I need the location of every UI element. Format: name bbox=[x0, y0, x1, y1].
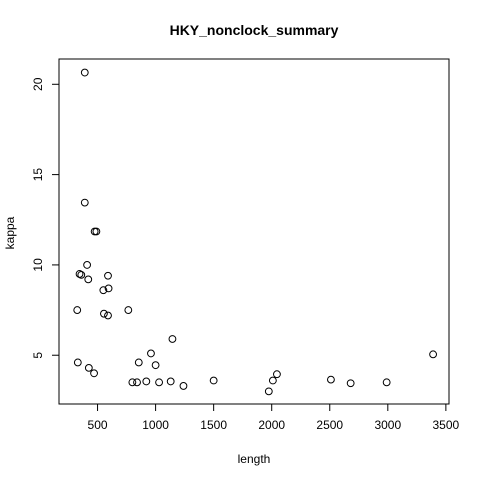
data-point bbox=[147, 349, 155, 358]
data-point bbox=[104, 311, 112, 320]
data-point bbox=[151, 361, 160, 370]
data-point bbox=[268, 376, 277, 385]
data-point bbox=[73, 306, 82, 314]
data-points bbox=[73, 68, 437, 396]
x-tick-label: 1500 bbox=[200, 418, 227, 432]
data-point bbox=[128, 378, 137, 387]
data-point bbox=[80, 68, 89, 77]
data-point bbox=[133, 378, 141, 387]
x-tick-label: 1000 bbox=[142, 418, 169, 432]
data-point bbox=[134, 358, 143, 367]
y-axis-label: kappa bbox=[3, 216, 17, 249]
data-point bbox=[84, 363, 93, 372]
data-point bbox=[179, 382, 188, 390]
data-point bbox=[429, 350, 437, 359]
x-tick-label: 2500 bbox=[316, 418, 343, 432]
x-tick-label: 3500 bbox=[433, 418, 460, 432]
x-axis: 500 1000 1500 2000 2500 3000 3500 bbox=[88, 403, 460, 432]
data-point bbox=[273, 370, 281, 379]
data-point bbox=[77, 270, 86, 279]
data-point bbox=[99, 286, 108, 295]
data-point bbox=[100, 309, 108, 318]
data-point bbox=[104, 284, 113, 293]
x-axis-label: length bbox=[238, 452, 271, 466]
y-tick-label: 5 bbox=[31, 352, 45, 359]
y-axis: 5 10 15 20 bbox=[31, 77, 60, 359]
data-point bbox=[84, 275, 93, 284]
x-tick-label: 2000 bbox=[258, 418, 285, 432]
data-point bbox=[124, 306, 133, 314]
data-point bbox=[90, 369, 98, 378]
data-point bbox=[168, 335, 177, 343]
data-point bbox=[104, 271, 112, 280]
x-tick-label: 3000 bbox=[374, 418, 401, 432]
y-tick-label: 15 bbox=[31, 168, 45, 182]
y-tick-label: 10 bbox=[31, 258, 45, 272]
plot-frame bbox=[58, 58, 450, 405]
data-point bbox=[346, 379, 355, 388]
chart-title: HKY_nonclock_summary bbox=[170, 22, 339, 38]
x-tick-label: 500 bbox=[88, 418, 108, 432]
data-point bbox=[209, 376, 218, 385]
data-point bbox=[83, 261, 91, 269]
data-point bbox=[75, 270, 84, 278]
data-point bbox=[92, 227, 101, 236]
data-point bbox=[155, 378, 163, 387]
data-point bbox=[166, 377, 175, 386]
data-point bbox=[80, 198, 89, 207]
data-point bbox=[73, 358, 82, 367]
data-point bbox=[142, 377, 151, 386]
data-point bbox=[382, 378, 391, 387]
data-point bbox=[327, 375, 335, 384]
y-tick-label: 20 bbox=[31, 77, 45, 91]
data-point bbox=[264, 387, 273, 396]
